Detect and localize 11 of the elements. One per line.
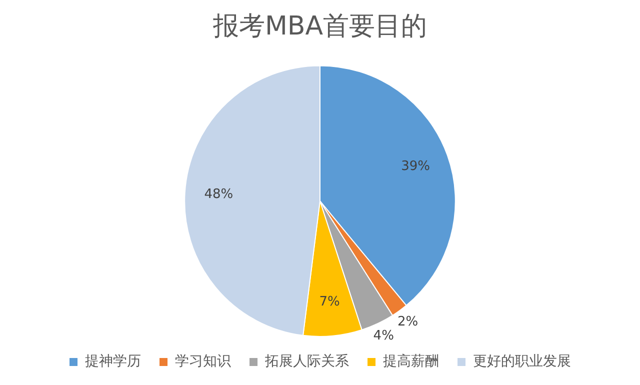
chart-title: 报考MBA首要目的 (212, 11, 428, 42)
legend-label: 拓展人际关系 (264, 354, 349, 370)
data-label: 4% (373, 328, 394, 344)
legend-label: 提神学历 (85, 354, 141, 370)
data-label: 2% (398, 314, 418, 330)
legend-label: 更好的职业发展 (473, 354, 571, 370)
legend-label: 学习知识 (175, 354, 231, 370)
legend-label: 提高薪酬 (383, 354, 439, 370)
data-label: 7% (319, 294, 340, 310)
data-label: 48% (204, 187, 234, 202)
data-label: 39% (401, 159, 430, 174)
